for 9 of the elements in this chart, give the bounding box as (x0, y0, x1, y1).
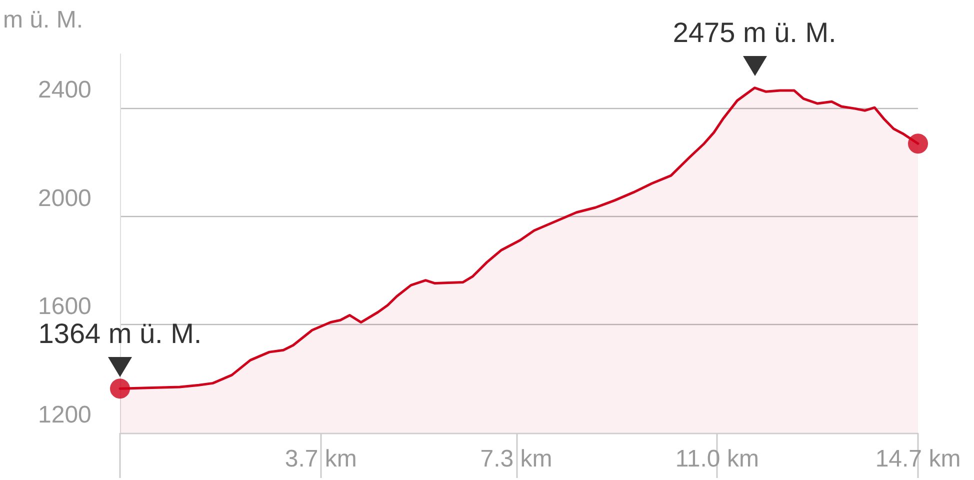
x-tick-label: 3.7 km (284, 446, 357, 472)
y-tick-label: 2400 (38, 76, 92, 104)
x-tick-label: 14.7 km (875, 446, 961, 472)
y-axis-title: m ü. M. (3, 6, 84, 34)
x-tick-label: 7.3 km (480, 446, 552, 472)
y-tick-label: 2000 (38, 184, 92, 212)
x-tick-label: 11.0 km (675, 446, 759, 472)
y-tick-label: 1200 (38, 402, 92, 428)
annotation: 2475 m ü. M. (672, 16, 838, 50)
